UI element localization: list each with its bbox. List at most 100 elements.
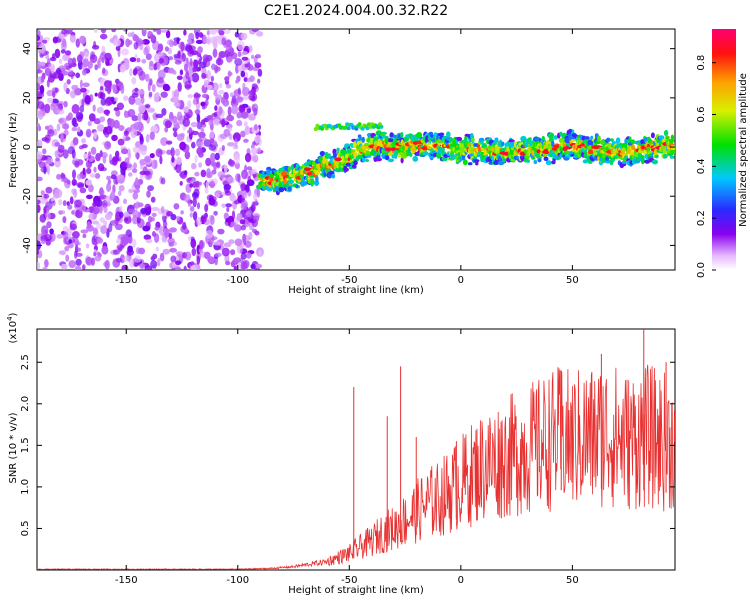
- signal-track-cell: [425, 142, 431, 146]
- heatmap-noise-cell: [97, 58, 101, 69]
- heatmap-noise-cell: [49, 57, 57, 62]
- signal-track-cell: [331, 173, 336, 179]
- heatmap-noise-cell: [226, 176, 235, 184]
- signal-track-cell: [640, 157, 645, 165]
- heatmap-noise-cell: [148, 63, 155, 71]
- heatmap-noise-cell: [67, 112, 73, 121]
- heatmap-noise-cell: [179, 69, 184, 76]
- signal-track-cell: [467, 162, 473, 166]
- heatmap-noise-cell: [136, 57, 141, 63]
- snr-x-tick-label: -50: [341, 575, 357, 586]
- heatmap-noise-cell: [151, 212, 157, 217]
- signal-track-cell: [669, 149, 675, 155]
- heatmap-noise-cell: [110, 96, 115, 102]
- heatmap-noise-cell: [76, 241, 81, 246]
- heatmap-noise-cell: [205, 157, 212, 167]
- heatmap-noise-cell: [141, 59, 147, 64]
- heatmap-noise-cell: [62, 54, 70, 62]
- heatmap-noise-cell: [226, 206, 230, 213]
- signal-track-cell: [526, 159, 530, 163]
- heatmap-noise-cell: [245, 252, 252, 259]
- heatmap-noise-cell: [122, 134, 126, 140]
- heatmap-noise-cell: [242, 51, 248, 55]
- heatmap-noise-cell: [79, 105, 85, 113]
- heatmap-noise-cell: [149, 33, 155, 40]
- heatmap-noise-cell: [134, 87, 139, 93]
- chart-title: C2E1.2024.004.00.32.R22: [264, 3, 448, 19]
- signal-track-cell: [651, 159, 659, 165]
- heatmap-noise-cell: [209, 180, 215, 189]
- signal-track-cell: [319, 150, 326, 157]
- heatmap-noise-cell: [234, 224, 242, 232]
- heatmap-x-ticks: -150 -100 -50 0 50: [115, 29, 579, 286]
- heatmap-noise-cell: [127, 245, 133, 253]
- heatmap-noise-cell: [71, 118, 77, 127]
- signal-branch-cell: [379, 124, 384, 129]
- heatmap-noise-cell: [43, 193, 50, 199]
- heatmap-noise-cell: [243, 121, 248, 127]
- heatmap-noise-cell: [143, 47, 149, 56]
- snr-y-multiplier: (x104): [6, 312, 19, 343]
- heatmap-noise-cell: [145, 104, 151, 109]
- heatmap-noise-cell: [253, 215, 260, 222]
- heatmap-noise-cell: [179, 141, 187, 151]
- heatmap-noise-cell: [81, 144, 88, 149]
- heatmap-noise-cell: [99, 116, 106, 123]
- heatmap-noise-cell: [57, 109, 65, 115]
- heatmap-noise-cell: [107, 118, 116, 129]
- signal-track-cell: [470, 137, 475, 143]
- heatmap-noise-cell: [180, 41, 185, 52]
- heatmap-noise-cell: [83, 153, 89, 159]
- heatmap-noise-cell: [46, 221, 52, 229]
- heatmap-noise-cell: [157, 51, 164, 57]
- heatmap-noise-cell: [220, 96, 225, 104]
- heatmap-noise-cell: [40, 190, 45, 196]
- heatmap-noise-cell: [116, 244, 124, 251]
- heatmap-noise-cell: [164, 120, 172, 129]
- heatmap-noise-cell: [128, 188, 134, 194]
- heatmap-noise-cell: [234, 154, 240, 165]
- heatmap-noise-cell: [204, 186, 209, 194]
- heatmap-noise-cell: [149, 131, 155, 141]
- signal-track-cell: [654, 154, 659, 159]
- heatmap-noise-cell: [58, 210, 63, 215]
- heatmap-noise-cell: [76, 54, 83, 63]
- heatmap-noise-cell: [127, 151, 132, 160]
- heatmap-noise-cell: [195, 39, 204, 45]
- heatmap-noise-cell: [147, 81, 151, 92]
- heatmap-noise-cell: [139, 263, 145, 270]
- heatmap-noise-cell: [173, 121, 180, 129]
- signal-track-cell: [622, 147, 627, 152]
- heatmap-noise-cell: [87, 151, 92, 160]
- heatmap-noise-cell: [179, 181, 183, 186]
- signal-track-cell: [393, 149, 399, 156]
- heatmap-noise-cell: [242, 234, 250, 243]
- heatmap-noise-cell: [94, 255, 102, 262]
- heatmap-noise-cell: [246, 179, 255, 187]
- heatmap-noise-cell: [198, 61, 207, 69]
- heatmap-noise-cell: [90, 146, 97, 155]
- colorbar-gradient: [712, 29, 736, 270]
- heatmap-noise-cell: [134, 202, 139, 210]
- heatmap-noise-cell: [69, 196, 74, 205]
- heatmap-noise-cell: [162, 248, 170, 255]
- heatmap-noise-cell: [68, 239, 73, 244]
- heatmap-noise-cell: [162, 220, 168, 228]
- heatmap-noise-cell: [240, 70, 246, 78]
- heatmap-noise-cell: [69, 34, 76, 43]
- heatmap-noise-cell: [244, 153, 252, 163]
- signal-track-cell: [551, 160, 556, 165]
- heatmap-noise-cell: [72, 137, 79, 146]
- heatmap-noise-cell: [246, 108, 251, 114]
- heatmap-noise-cell: [164, 126, 169, 133]
- heatmap-noise-cell: [117, 190, 122, 196]
- heatmap-noise-cell: [188, 45, 196, 51]
- heatmap-noise-cell: [124, 110, 128, 118]
- heatmap-noise-cell: [165, 30, 171, 39]
- heatmap-noise-cell: [126, 163, 132, 169]
- heatmap-noise-cell: [230, 260, 236, 268]
- heatmap-noise-cell: [223, 29, 231, 34]
- signal-track-cell: [327, 153, 331, 160]
- signal-track-cell: [353, 160, 358, 166]
- heatmap-noise-cell: [136, 216, 141, 224]
